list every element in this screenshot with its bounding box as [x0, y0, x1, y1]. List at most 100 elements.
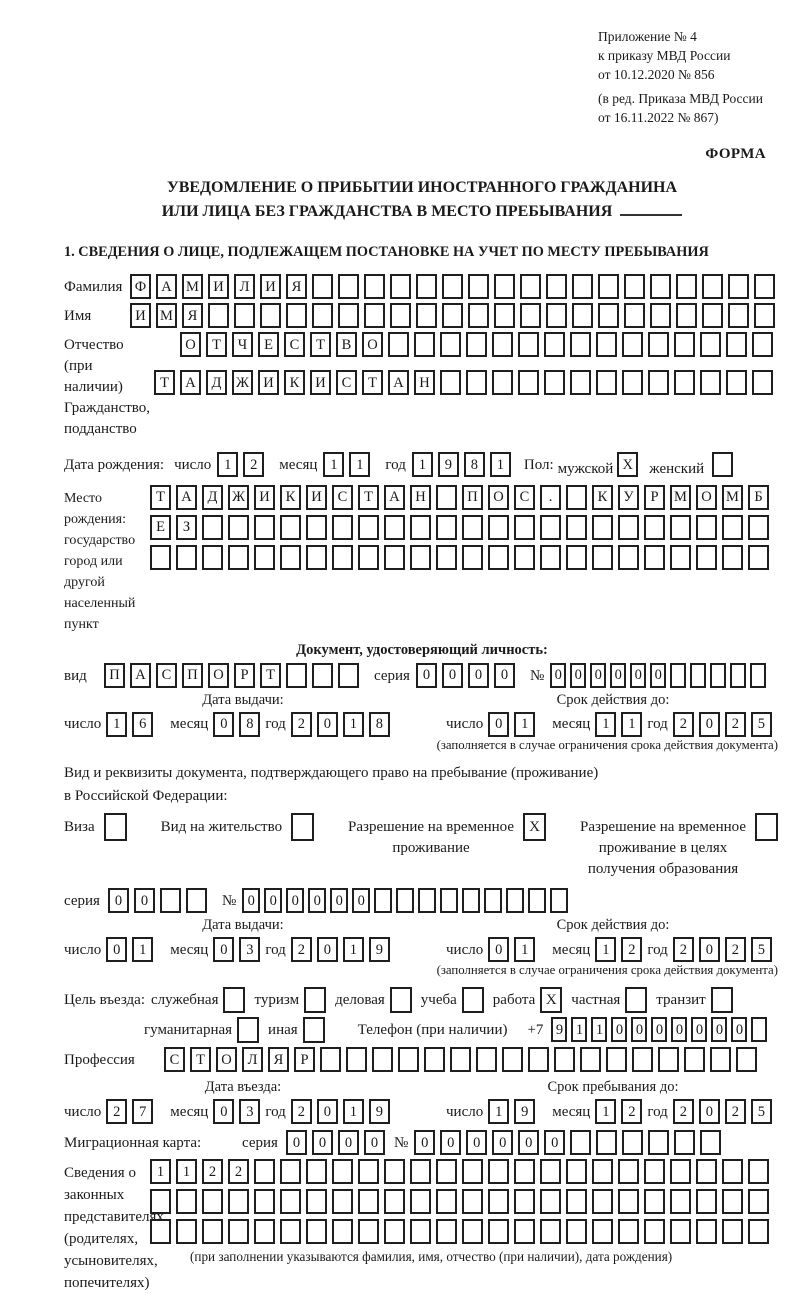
char-box[interactable]: 0 — [590, 662, 607, 688]
char-box[interactable] — [618, 1189, 639, 1215]
char-box[interactable] — [462, 544, 483, 570]
char-box[interactable]: 0 — [363, 1130, 385, 1156]
char-box[interactable] — [202, 544, 223, 570]
char-box[interactable] — [748, 1189, 769, 1215]
char-box[interactable]: Н — [414, 370, 435, 396]
char-box[interactable]: П — [104, 662, 125, 688]
char-box[interactable] — [700, 332, 721, 358]
char-box[interactable] — [658, 1047, 679, 1073]
char-box[interactable] — [410, 1219, 431, 1245]
purpose-option-checkbox[interactable] — [237, 1017, 260, 1044]
char-box[interactable]: 2 — [724, 711, 746, 737]
char-box[interactable] — [748, 514, 769, 540]
char-box[interactable] — [320, 1047, 341, 1073]
char-box[interactable]: Т — [190, 1047, 211, 1073]
char-box[interactable] — [410, 544, 431, 570]
char-box[interactable]: 2 — [672, 711, 694, 737]
char-box[interactable]: 0 — [488, 711, 510, 737]
char-box[interactable] — [384, 1159, 405, 1185]
char-box[interactable] — [722, 514, 743, 540]
char-box[interactable] — [176, 1189, 197, 1215]
char-box[interactable]: 0 — [242, 888, 261, 914]
char-box[interactable] — [286, 303, 307, 329]
char-box[interactable]: А — [388, 370, 409, 396]
char-box[interactable]: 5 — [750, 711, 772, 737]
purpose-option-checkbox[interactable] — [302, 1017, 325, 1044]
char-box[interactable] — [416, 303, 437, 329]
char-box[interactable] — [670, 514, 691, 540]
sex-male-checkbox[interactable]: X — [617, 452, 639, 478]
char-box[interactable] — [440, 370, 461, 396]
char-box[interactable] — [750, 662, 767, 688]
char-box[interactable]: 2 — [724, 1099, 746, 1125]
char-box[interactable]: Ч — [232, 332, 253, 358]
char-box[interactable]: 0 — [650, 662, 667, 688]
char-box[interactable] — [254, 514, 275, 540]
char-box[interactable] — [644, 1189, 665, 1215]
char-box[interactable]: 0 — [213, 711, 235, 737]
char-box[interactable] — [674, 332, 695, 358]
char-box[interactable] — [546, 274, 567, 300]
char-box[interactable]: 2 — [621, 937, 643, 963]
char-box[interactable] — [644, 514, 665, 540]
char-box[interactable] — [440, 888, 459, 914]
residence-permit-checkbox[interactable] — [291, 813, 315, 842]
char-box[interactable] — [254, 1159, 275, 1185]
char-box[interactable]: Т — [310, 332, 331, 358]
char-box[interactable] — [514, 1189, 535, 1215]
temp-residence-edu-checkbox[interactable] — [754, 813, 778, 842]
char-box[interactable]: 9 — [437, 452, 459, 478]
char-box[interactable] — [506, 888, 525, 914]
char-box[interactable] — [550, 888, 569, 914]
char-box[interactable] — [494, 274, 515, 300]
char-box[interactable]: 2 — [290, 937, 312, 963]
char-box[interactable] — [540, 1189, 561, 1215]
char-box[interactable]: 0 — [466, 1130, 488, 1156]
char-box[interactable] — [566, 484, 587, 510]
char-box[interactable]: А — [180, 370, 201, 396]
char-box[interactable] — [466, 370, 487, 396]
char-box[interactable]: А — [130, 662, 151, 688]
char-box[interactable]: О — [488, 484, 509, 510]
char-box[interactable] — [358, 1219, 379, 1245]
char-box[interactable] — [390, 303, 411, 329]
char-box[interactable]: 0 — [440, 1130, 462, 1156]
char-box[interactable] — [306, 1189, 327, 1215]
char-box[interactable]: И — [310, 370, 331, 396]
char-box[interactable] — [462, 1219, 483, 1245]
char-box[interactable]: С — [336, 370, 357, 396]
char-box[interactable] — [622, 332, 643, 358]
sex-female-checkbox[interactable] — [712, 452, 734, 478]
char-box[interactable]: 2 — [202, 1159, 223, 1185]
char-box[interactable]: О — [180, 332, 201, 358]
char-box[interactable] — [228, 1219, 249, 1245]
char-box[interactable]: С — [332, 484, 353, 510]
char-box[interactable]: Л — [234, 274, 255, 300]
char-box[interactable]: 1 — [595, 711, 617, 737]
char-box[interactable]: А — [156, 274, 177, 300]
char-box[interactable] — [436, 1159, 457, 1185]
char-box[interactable] — [520, 274, 541, 300]
char-box[interactable]: 0 — [264, 888, 283, 914]
char-box[interactable] — [234, 303, 255, 329]
char-box[interactable]: Т — [150, 484, 171, 510]
char-box[interactable]: П — [182, 662, 203, 688]
char-box[interactable]: 1 — [595, 1099, 617, 1125]
char-box[interactable] — [728, 274, 749, 300]
char-box[interactable] — [462, 514, 483, 540]
char-box[interactable]: 0 — [544, 1130, 566, 1156]
char-box[interactable] — [418, 888, 437, 914]
char-box[interactable]: 1 — [411, 452, 433, 478]
char-box[interactable]: 0 — [493, 662, 515, 688]
char-box[interactable] — [650, 274, 671, 300]
char-box[interactable] — [346, 1047, 367, 1073]
char-box[interactable] — [752, 370, 773, 396]
char-box[interactable]: 5 — [750, 1099, 772, 1125]
char-box[interactable] — [514, 1219, 535, 1245]
char-box[interactable] — [618, 1159, 639, 1185]
char-box[interactable] — [566, 544, 587, 570]
char-box[interactable] — [702, 274, 723, 300]
char-box[interactable] — [358, 1189, 379, 1215]
char-box[interactable]: И — [260, 274, 281, 300]
char-box[interactable] — [436, 1189, 457, 1215]
